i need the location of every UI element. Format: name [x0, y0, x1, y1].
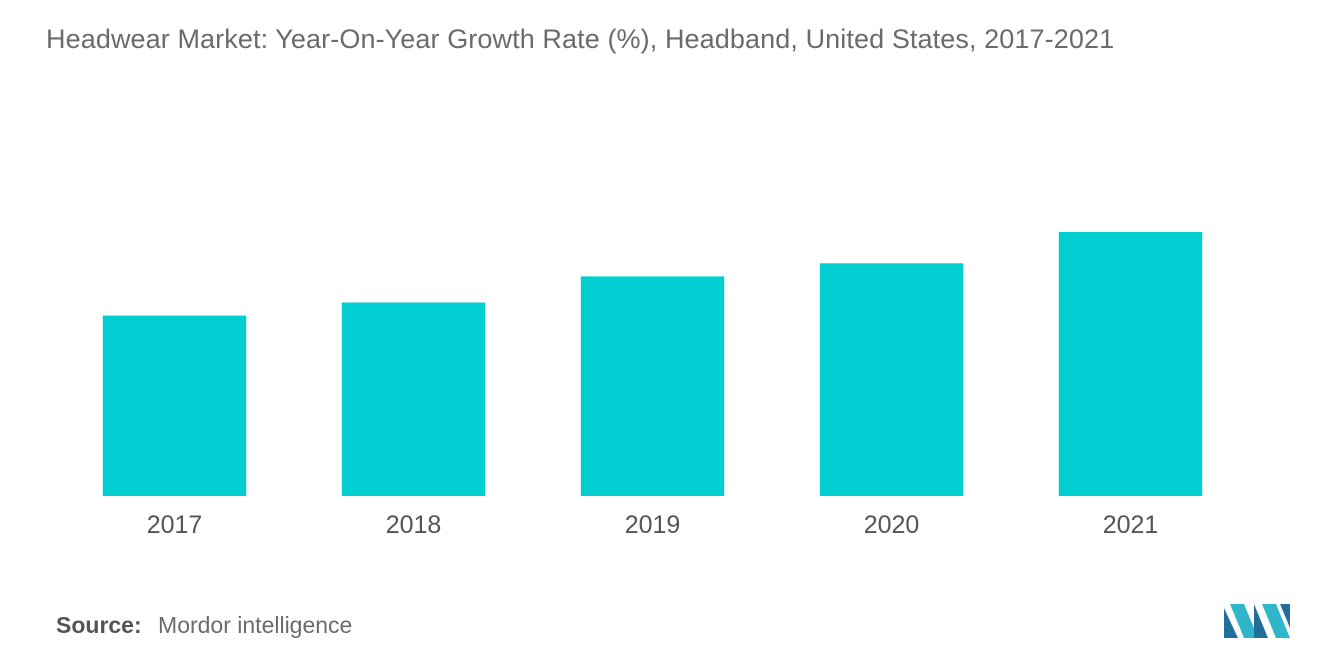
- x-tick-labels: 2017 2018 2019 2020 2021: [147, 511, 1159, 539]
- bar-2019: [580, 276, 725, 496]
- logo-shape-1: [1224, 608, 1238, 638]
- bars-group: [102, 232, 1203, 496]
- logo-shape-4: [1262, 604, 1290, 638]
- logo-shape-3: [1254, 604, 1268, 638]
- mordor-intelligence-logo-icon: [1224, 604, 1290, 638]
- source-text: Mordor intelligence: [158, 612, 353, 638]
- x-tick-label-2021: 2021: [1103, 511, 1159, 539]
- bar-2021: [1058, 232, 1203, 496]
- logo-shape-2: [1230, 604, 1258, 638]
- x-tick-label-2018: 2018: [386, 511, 442, 539]
- logo-shape-5: [1280, 604, 1290, 628]
- x-tick-label-2020: 2020: [864, 511, 920, 539]
- bar-2017: [102, 315, 247, 496]
- x-tick-label-2017: 2017: [147, 511, 203, 539]
- source-label: Source:: [56, 612, 142, 638]
- bar-2018: [341, 302, 486, 496]
- bar-chart: 2017 2018 2019 2020 2021: [102, 232, 1203, 539]
- source-note: Source: Mordor intelligence: [56, 612, 352, 639]
- x-tick-label-2019: 2019: [625, 511, 681, 539]
- chart-title: Headwear Market: Year-On-Year Growth Rat…: [46, 24, 1115, 54]
- bar-2020: [819, 263, 964, 496]
